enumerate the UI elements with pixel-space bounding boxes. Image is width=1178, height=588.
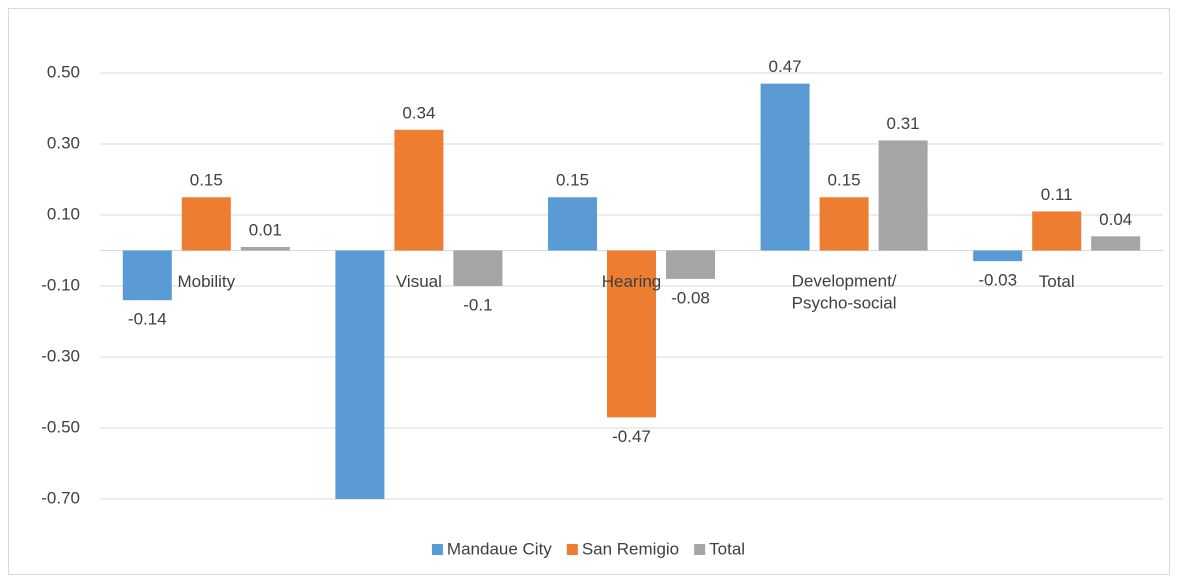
bar	[973, 250, 1023, 262]
data-label: 0.15	[828, 171, 861, 190]
data-label: -0.03	[978, 271, 1017, 290]
data-label: 0.34	[402, 103, 435, 122]
data-label: -0.08	[671, 288, 710, 307]
bar	[394, 129, 444, 251]
data-label: 0.15	[190, 171, 223, 190]
bar	[878, 140, 928, 251]
data-label: 0.15	[556, 171, 589, 190]
chart-frame	[8, 8, 1170, 575]
data-label: -0.47	[612, 427, 651, 446]
data-label: 0.31	[887, 114, 920, 133]
x-tick-label: Mobility	[177, 272, 235, 291]
y-tick-label: -0.10	[41, 275, 80, 294]
data-label: 0.01	[249, 220, 282, 239]
data-label: 0.47	[769, 57, 802, 76]
y-tick-label: -0.50	[41, 417, 80, 436]
data-label: -0.1	[463, 295, 492, 314]
bar	[181, 197, 231, 251]
legend-swatch	[694, 544, 706, 555]
bar	[335, 250, 385, 499]
bar	[240, 246, 290, 251]
bar	[666, 250, 715, 279]
y-tick-label: -0.30	[41, 346, 80, 365]
legend-label: San Remigio	[582, 539, 679, 558]
y-tick-label: 0.50	[47, 62, 80, 81]
x-tick-line: Development/	[792, 272, 897, 291]
bar	[607, 250, 656, 418]
x-tick-label: Development/Psycho-social	[792, 272, 897, 313]
legend-label: Mandaue City	[447, 539, 552, 558]
y-tick-label: -0.70	[41, 488, 80, 507]
y-tick-label: 0.30	[47, 133, 80, 152]
x-tick-label: Hearing	[602, 272, 662, 291]
x-tick-label: Visual	[396, 272, 442, 291]
bar	[453, 250, 503, 286]
bar	[548, 197, 597, 251]
data-label: -0.14	[128, 310, 167, 329]
data-label: 0.11	[1041, 185, 1073, 204]
bar	[819, 197, 869, 251]
bar	[1032, 211, 1082, 251]
legend: Mandaue City San Remigio Total	[431, 539, 745, 558]
bar	[1091, 236, 1141, 251]
bar	[122, 250, 172, 301]
legend-label: Total	[709, 539, 745, 558]
x-tick-line: Psycho-social	[792, 294, 897, 313]
bar	[760, 83, 810, 251]
legend-swatch	[431, 544, 443, 555]
data-label: 0.04	[1099, 210, 1132, 229]
legend-swatch	[566, 544, 578, 555]
x-tick-label: Total	[1039, 272, 1075, 291]
y-tick-label: 0.10	[47, 204, 80, 223]
